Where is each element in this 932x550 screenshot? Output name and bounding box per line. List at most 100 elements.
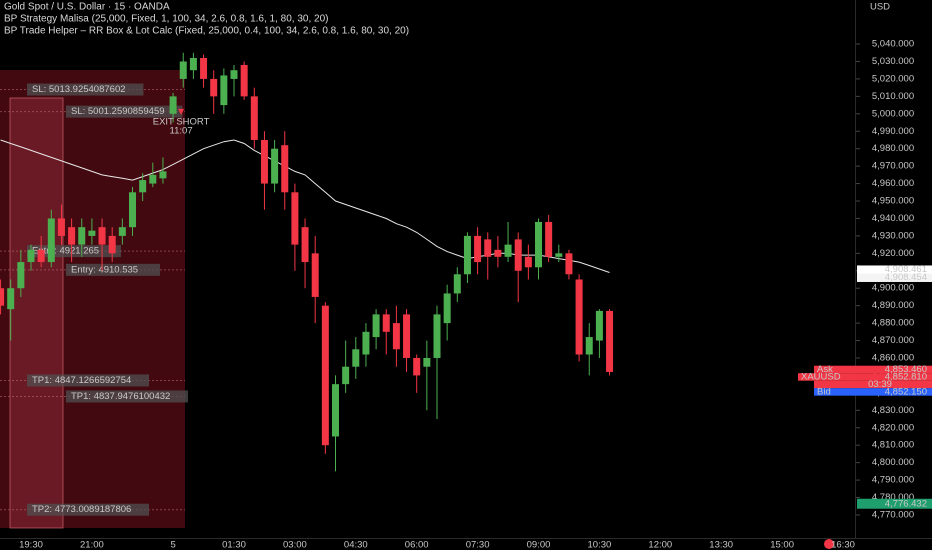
candle-body — [342, 366, 350, 385]
y-tick-label: 5,010.000 — [872, 91, 914, 102]
signal-time: 11:07 — [170, 125, 193, 136]
candle-body — [149, 174, 157, 184]
candle-body — [301, 227, 309, 263]
x-tick-label: 21:00 — [80, 540, 104, 550]
quote-price: 4,852.810 — [885, 371, 927, 382]
candle-body — [220, 75, 228, 106]
price-tag: 4,908.461 — [885, 264, 927, 275]
candle-body — [555, 253, 563, 257]
candle-body — [575, 279, 583, 355]
candle-body — [352, 349, 360, 367]
candle-body — [433, 314, 441, 358]
y-tick-label: 4,920.000 — [872, 248, 914, 259]
candle-body — [37, 249, 45, 263]
candle-body — [189, 57, 197, 71]
candle-body — [17, 262, 25, 289]
candle-body — [98, 227, 106, 245]
quote-tag-bg — [814, 380, 932, 389]
candle-body — [291, 192, 299, 245]
candle-body — [159, 171, 167, 179]
candle-body — [200, 57, 208, 79]
level-label-bg — [27, 503, 149, 516]
y-tick-label: 4,930.000 — [872, 230, 914, 241]
candle-body — [585, 337, 593, 355]
price-tag-bg — [857, 273, 932, 282]
signal-label: EXIT SHORT — [153, 116, 210, 127]
candle-body — [535, 221, 542, 268]
candle-body — [311, 253, 319, 297]
y-tick-label: 4,860.000 — [872, 353, 914, 364]
candle-body — [413, 357, 421, 376]
quote-label: Bid — [817, 386, 831, 397]
indicator-label: BP Strategy Malisa (25,000, Fixed, 1, 10… — [4, 14, 328, 25]
x-tick-label: 07:30 — [466, 540, 490, 550]
candle-body — [484, 239, 492, 257]
candle-body — [0, 288, 5, 306]
candle-body — [514, 239, 522, 271]
quote-countdown: 03:39 — [868, 379, 892, 390]
candle-body — [27, 249, 35, 263]
y-tick-label: 4,880.000 — [872, 318, 914, 329]
level-label-bg — [66, 105, 183, 118]
level-label-bg — [66, 263, 160, 276]
candle-body — [7, 288, 15, 310]
y-tick-label: 4,940.000 — [872, 213, 914, 224]
x-tick-label: 01:30 — [222, 540, 246, 550]
session-icon — [824, 539, 834, 549]
candle-body — [524, 256, 532, 268]
candle-body — [139, 180, 147, 193]
level-label: SL: 5001.2590859459 — [71, 106, 165, 117]
y-tick-label: 5,000.000 — [872, 108, 914, 119]
quote-label: XAUUSD — [801, 371, 841, 382]
y-tick-label: 4,970.000 — [872, 161, 914, 172]
y-tick-label: 4,780.000 — [872, 492, 914, 503]
low-tag-bg — [857, 498, 932, 509]
candle-body — [463, 235, 471, 275]
candle-body — [250, 96, 258, 140]
y-tick-label: 5,020.000 — [872, 73, 914, 84]
candle-body — [179, 61, 187, 79]
quote-tag-bg — [798, 373, 932, 381]
candle-body — [382, 314, 390, 332]
level-label: Entry: 4910.535 — [71, 264, 138, 275]
candle-body — [210, 78, 218, 97]
quote-tag-bg — [814, 388, 932, 396]
price-tag-bg — [857, 265, 932, 274]
y-tick-label: 4,790.000 — [872, 475, 914, 486]
plot: SL: 5013.9254087602 SL: 5001.2590859459 En… — [0, 52, 614, 516]
chart-title: Gold Spot / U.S. Dollar · 15 · OANDA — [4, 2, 170, 13]
x-tick-label: 04:30 — [344, 540, 368, 550]
candle-body — [88, 230, 96, 236]
y-tick-label: 4,990.000 — [872, 126, 914, 137]
candle-body — [321, 305, 329, 446]
risk-box-inner — [9, 97, 64, 529]
x-tick-label: 06:00 — [405, 540, 429, 550]
candle-body — [78, 227, 86, 245]
candle-body — [453, 274, 461, 294]
candle-body — [403, 314, 411, 358]
y-tick-label: 4,770.000 — [872, 509, 914, 520]
y-tick-label: 4,950.000 — [872, 196, 914, 207]
x-tick-label: 12:00 — [648, 540, 672, 550]
x-tick-label: 15:00 — [770, 540, 794, 550]
low-tag: 4,776.432 — [885, 498, 927, 509]
candle-body — [118, 227, 126, 236]
y-tick-label: 4,800.000 — [872, 457, 914, 468]
candle-body — [240, 64, 248, 97]
candle-body — [260, 139, 268, 184]
candle-body — [494, 249, 502, 257]
candle-body — [57, 218, 65, 236]
candle-body — [606, 310, 614, 372]
level-label: SL: 5013.9254087602 — [32, 84, 126, 95]
quote-label: Ask — [817, 364, 833, 375]
indicator-label: BP Trade Helper – RR Box & Lot Calc (Fix… — [4, 26, 409, 37]
candle-body — [595, 310, 603, 341]
y-tick-label: 5,040.000 — [872, 39, 914, 50]
x-tick-label: 19:30 — [19, 540, 43, 550]
y-tick-label: 4,820.000 — [872, 422, 914, 433]
y-tick-label: 4,980.000 — [872, 143, 914, 154]
candle-body — [504, 244, 512, 257]
candle-body — [372, 314, 380, 338]
candle-body — [545, 221, 553, 257]
